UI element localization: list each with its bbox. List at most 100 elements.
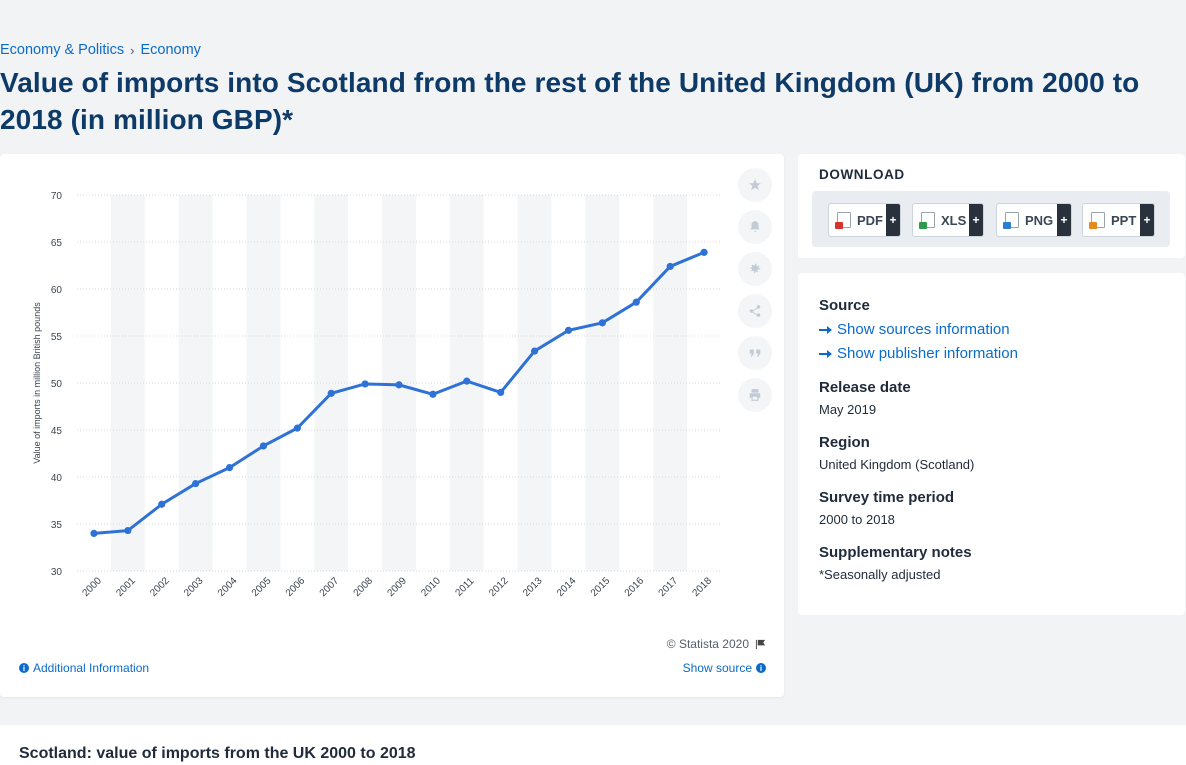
download-pdf-button[interactable]: PDF + (828, 203, 901, 237)
download-xls-button[interactable]: XLS + (912, 203, 984, 237)
data-point (90, 529, 98, 537)
x-tick-label: 2000 (80, 575, 104, 599)
png-file-icon (1003, 212, 1019, 229)
arrow-right-icon (819, 349, 832, 358)
data-point (395, 381, 403, 389)
related-statistic-card: Scotland: value of imports from the UK 2… (0, 725, 1186, 765)
ppt-file-icon (1089, 212, 1105, 229)
x-tick-label: 2014 (555, 575, 579, 599)
download-card: DOWNLOAD PDF + XLS + PNG + PPT + (798, 154, 1185, 258)
breadcrumb: Economy & Politics › Economy (0, 42, 201, 58)
chart: 30 35 40 45 50 55 60 65 70 2000 2001 2002 2003 2004 20… (32, 191, 721, 599)
page-title: Value of imports into Scotland from the … (0, 67, 1140, 135)
show-source-link[interactable]: Show source i (683, 661, 766, 675)
download-xls-plus[interactable]: + (969, 204, 983, 236)
data-point (463, 377, 471, 385)
data-point (632, 298, 640, 306)
xls-file-icon (919, 212, 935, 229)
print-icon[interactable] (738, 378, 772, 412)
region-heading: Region (819, 434, 870, 451)
x-tick-label: 2002 (148, 575, 172, 599)
data-point (192, 479, 200, 488)
download-pdf-plus[interactable]: + (886, 204, 900, 236)
survey-period-value: 2000 to 2018 (819, 512, 895, 527)
y-axis-label: Value of imports in million British poun… (32, 302, 42, 464)
supplementary-notes-heading: Supplementary notes (819, 544, 972, 561)
share-icon[interactable] (738, 294, 772, 328)
copyright-text: © Statista 2020 (666, 637, 749, 651)
data-point (124, 526, 132, 535)
x-tick-label: 2006 (284, 575, 308, 599)
data-point (530, 347, 539, 355)
y-tick-label: 30 (51, 567, 63, 578)
data-point (666, 262, 674, 271)
download-png-plus[interactable]: + (1057, 204, 1071, 236)
data-point (361, 380, 369, 388)
chart-tools (738, 168, 772, 420)
additional-information-link[interactable]: i Additional Information (19, 661, 149, 675)
x-tick-label: 2004 (216, 575, 240, 599)
y-tick-label: 55 (51, 332, 63, 343)
x-tick-label: 2011 (454, 575, 477, 598)
download-xls-label: XLS (941, 212, 967, 228)
column-band (517, 195, 552, 571)
x-tick-label: 2005 (250, 575, 274, 599)
gear-icon[interactable] (738, 252, 772, 286)
info-icon: i (756, 663, 766, 673)
quote-icon[interactable] (738, 336, 772, 370)
y-tick-label: 35 (51, 520, 63, 531)
x-tick-label: 2007 (318, 575, 342, 599)
related-statistic-title: Scotland: value of imports from the UK 2… (19, 745, 416, 762)
y-tick-label: 60 (51, 285, 63, 296)
download-png-label: PNG (1025, 212, 1054, 228)
region-value: United Kingdom (Scotland) (819, 457, 975, 472)
x-tick-label: 2015 (589, 575, 613, 599)
download-pdf-label: PDF (857, 212, 883, 228)
column-band (178, 195, 213, 571)
x-tick-label: 2001 (114, 575, 138, 599)
breadcrumb-item-economy[interactable]: Economy (140, 42, 201, 58)
chart-card: 30 35 40 45 50 55 60 65 70 2000 2001 2002 2003 2004 20… (0, 154, 784, 697)
x-tick-label: 2009 (385, 575, 409, 599)
source-heading: Source (819, 297, 870, 314)
flag-icon[interactable] (755, 639, 766, 650)
data-point (293, 424, 301, 432)
star-icon[interactable] (738, 168, 772, 202)
download-ppt-plus[interactable]: + (1140, 204, 1154, 236)
show-publisher-link[interactable]: Show publisher information (819, 345, 1018, 362)
download-buttons: PDF + XLS + PNG + PPT + (812, 191, 1170, 247)
info-card: Source Show sources information Show pub… (798, 273, 1185, 615)
additional-information-label: Additional Information (33, 661, 150, 675)
y-tick-label: 40 (51, 473, 63, 484)
top-bar (0, 0, 1186, 40)
download-title: DOWNLOAD (819, 167, 905, 182)
copyright: © Statista 2020 (667, 637, 766, 651)
breadcrumb-item-economy-politics[interactable]: Economy & Politics (0, 42, 125, 58)
y-tick-label: 50 (51, 379, 63, 390)
x-tick-label: 2016 (623, 575, 647, 599)
download-ppt-button[interactable]: PPT + (1082, 203, 1155, 237)
show-sources-link[interactable]: Show sources information (819, 321, 1010, 338)
arrow-right-icon (819, 325, 832, 334)
info-icon: i (19, 663, 29, 673)
y-tick-label: 45 (51, 426, 63, 437)
x-tick-label: 2017 (657, 575, 681, 599)
data-point (700, 248, 708, 256)
column-band (653, 195, 688, 571)
bell-icon[interactable] (738, 210, 772, 244)
show-sources-label: Show sources information (837, 321, 1010, 338)
x-tick-label: 2013 (521, 575, 545, 599)
y-tick-label: 70 (51, 191, 63, 202)
data-point (564, 326, 573, 334)
column-band (314, 195, 349, 571)
data-point (158, 500, 166, 508)
data-point (598, 319, 606, 327)
download-png-button[interactable]: PNG + (996, 203, 1072, 237)
data-point (327, 389, 335, 397)
x-tick-label: 2012 (487, 575, 511, 599)
x-tick-label: 2010 (419, 575, 443, 599)
pdf-file-icon (835, 212, 851, 229)
x-tick-label: 2003 (182, 575, 206, 599)
supplementary-notes-value: *Seasonally adjusted (819, 567, 941, 582)
data-point (429, 390, 437, 398)
